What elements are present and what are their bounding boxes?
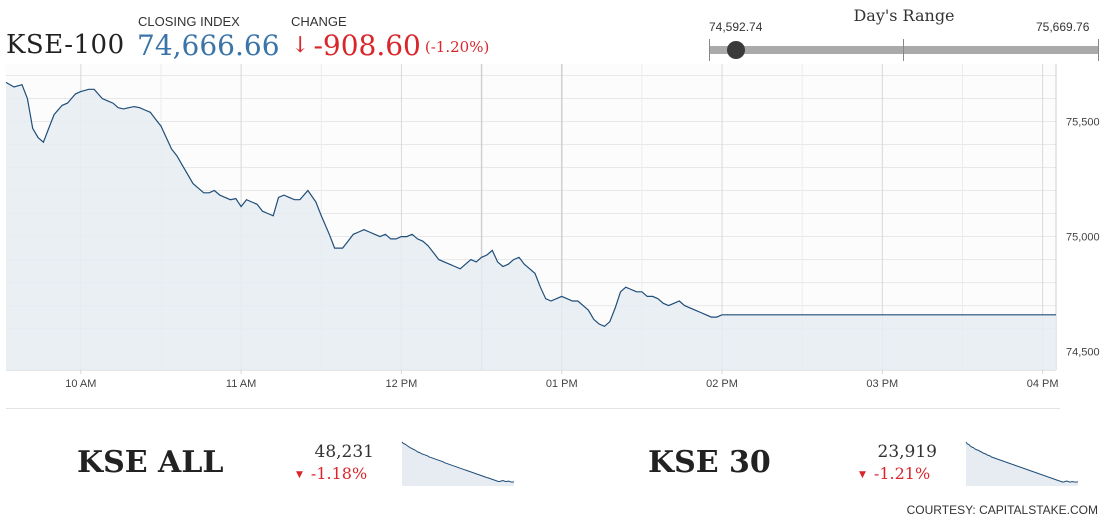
kse-30-name: KSE 30 (648, 445, 771, 480)
x-tick-label: 02 PM (706, 378, 738, 390)
sparkline-line (965, 441, 1078, 483)
y-tick-label: 75,500 (1066, 117, 1100, 129)
down-triangle-icon: ▼ (296, 470, 303, 480)
change-percent: (-1.20%) (424, 38, 490, 56)
sparkline-area (966, 442, 1078, 486)
x-tick-label: 04 PM (1027, 378, 1059, 390)
closing-index-value: 74,666.66 (137, 29, 280, 62)
change-value: -908.60 (313, 29, 421, 62)
down-arrow-icon: ↓ (291, 33, 310, 58)
courtesy-credit: COURTESY: CAPITALSTAKE.COM (906, 503, 1098, 517)
kse100-line (5, 81, 1056, 327)
x-tick-label: 03 PM (866, 378, 898, 390)
change-group: ↓ -908.60 (-1.20%) (291, 29, 489, 62)
range-tick-middle (903, 39, 904, 61)
y-tick-label: 74,500 (1066, 347, 1100, 359)
kse-30-change: ▼ -1.21% (859, 464, 930, 483)
main-index-chart: 74,500 75,000 75,500 10 AM 11 AM 12 PM 01 PM 02… (5, 64, 1100, 390)
index-name: KSE-100 (6, 30, 125, 60)
kse-30-sparkline (965, 441, 1078, 486)
x-tick-label: 10 AM (65, 378, 96, 390)
x-tick-label: 12 PM (386, 378, 418, 390)
days-range-track (709, 46, 1099, 54)
range-tick-end (1098, 39, 1099, 61)
closing-index-label: CLOSING INDEX (138, 14, 240, 29)
kse100-area (6, 82, 1056, 371)
kse-30-value: 23,919 (877, 442, 937, 462)
x-tick-label: 01 PM (546, 378, 578, 390)
down-triangle-icon: ▼ (859, 470, 866, 480)
days-range-high: 75,669.76 (1036, 20, 1090, 34)
x-tick-label: 11 AM (226, 378, 256, 390)
kse-all-change: ▼ -1.18% (296, 464, 367, 483)
days-range-low: 74,592.74 (709, 20, 763, 34)
kse-30-change-value: -1.21% (873, 464, 931, 483)
sparkline-line (401, 441, 514, 483)
kse-all-value: 48,231 (314, 442, 374, 462)
days-range-marker (726, 41, 745, 59)
kse-all-name: KSE ALL (77, 445, 224, 480)
kse-all-sparkline (401, 441, 514, 486)
range-tick-start (709, 39, 710, 61)
change-label: CHANGE (291, 14, 347, 29)
y-tick-label: 75,000 (1066, 232, 1100, 244)
section-divider (6, 408, 1060, 409)
days-range-title: Day's Range (853, 6, 955, 25)
kse-all-change-value: -1.18% (310, 464, 368, 483)
sparkline-area (402, 442, 514, 486)
